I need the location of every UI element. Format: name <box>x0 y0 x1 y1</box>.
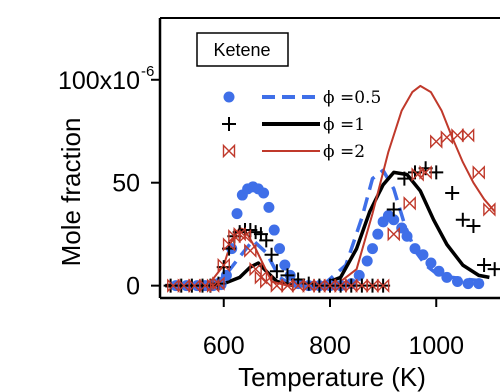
series-3-point-28 <box>403 196 416 211</box>
series-1-point-34 <box>401 230 413 242</box>
y-tick-label-100: 100x10 <box>58 67 140 95</box>
series-1-point-9 <box>231 208 243 220</box>
series-3-point-34 <box>461 128 475 143</box>
series-3-point-11 <box>238 229 252 244</box>
series-2-point-17 <box>269 264 284 279</box>
series-3-point-15 <box>260 274 273 289</box>
species-box-frame <box>196 32 289 67</box>
series-1-point-40 <box>452 276 463 288</box>
species-label-box: Ketene <box>196 32 289 67</box>
series-2-point-28 <box>386 202 401 217</box>
legend-item-2: ϕ =1 <box>222 115 365 135</box>
series-3-point-30 <box>419 165 432 180</box>
series-3-point-33 <box>451 128 464 143</box>
series-2-point-18 <box>280 268 295 283</box>
legend-item-1-marker <box>223 91 235 103</box>
series-3-point-14 <box>254 270 268 285</box>
series-3-point-32 <box>440 130 454 145</box>
legend-item-3: ϕ =2 <box>222 142 365 162</box>
series-3-point-7 <box>217 257 230 273</box>
series-2-point-37 <box>487 262 500 277</box>
series-3-point-10 <box>233 226 246 242</box>
series-2-point-16 <box>264 247 279 262</box>
series-3-point-12 <box>244 243 257 258</box>
series-2-point-7 <box>216 260 231 275</box>
series-3-point-26 <box>376 278 390 293</box>
series-1-point-37 <box>425 257 437 269</box>
series-1-point-32 <box>388 214 400 226</box>
x-tick-label-600: 600 <box>203 332 245 360</box>
series-3-point-36 <box>483 202 496 217</box>
series-3-point-27 <box>387 226 400 242</box>
series-1-point-39 <box>441 271 453 283</box>
series-1-point-41 <box>462 278 474 290</box>
series-2-point-33 <box>445 186 460 200</box>
series-3-point-35 <box>472 165 485 180</box>
x-axis-title: Temperature (K) <box>238 362 426 392</box>
series-1-point-14 <box>258 187 270 199</box>
series-1-point-38 <box>433 265 445 277</box>
y-tick-label-50: 50 <box>112 170 140 198</box>
series-1-point-29 <box>372 228 384 240</box>
legend-item-1: ϕ =0.5 <box>223 88 381 108</box>
series-2-point-34 <box>455 212 470 227</box>
legend-item-3-label: ϕ =2 <box>323 142 365 162</box>
series-1-point-27 <box>361 255 373 267</box>
series-3-point-29 <box>411 167 424 182</box>
series-1-point-42 <box>473 278 485 290</box>
species-label: Ketene <box>213 40 270 60</box>
series-1-point-28 <box>367 243 378 255</box>
legend-item-1-label: ϕ =0.5 <box>323 88 381 108</box>
series-2-point-15 <box>259 233 274 248</box>
x-tick-label-800: 800 <box>309 332 351 360</box>
legend-item-3-marker <box>222 143 236 159</box>
series-1-point-16 <box>268 224 280 236</box>
legend: ϕ =0.5 ϕ =1 ϕ =2 <box>222 88 381 162</box>
legend-item-2-label: ϕ =1 <box>323 115 365 135</box>
series-3-point-13 <box>249 261 262 277</box>
y-axis-title: Mole fraction <box>56 118 86 267</box>
series-layer <box>163 84 500 293</box>
series-2-point-36 <box>477 258 492 273</box>
series-2-model-line <box>165 170 490 288</box>
series-2-point-35 <box>466 218 481 233</box>
series-1-point-18 <box>279 259 291 271</box>
series-1-point-26 <box>353 269 365 281</box>
series-1-point-36 <box>417 249 429 261</box>
y-tick-exponent: -6 <box>141 63 154 80</box>
series-1-point-15 <box>263 201 275 213</box>
legend-item-2-marker <box>222 117 236 131</box>
tick-layer: 600 800 1000 0 50 100x10 -6 <box>58 63 464 360</box>
y-tick-label-0: 0 <box>126 273 140 301</box>
series-2-point-29 <box>397 171 412 186</box>
series-3-point-6 <box>212 276 225 291</box>
series-3-point-31 <box>430 134 443 149</box>
series-1-point-35 <box>409 243 421 255</box>
series-1-point-17 <box>274 243 286 255</box>
x-tick-label-1000: 1000 <box>408 332 464 360</box>
